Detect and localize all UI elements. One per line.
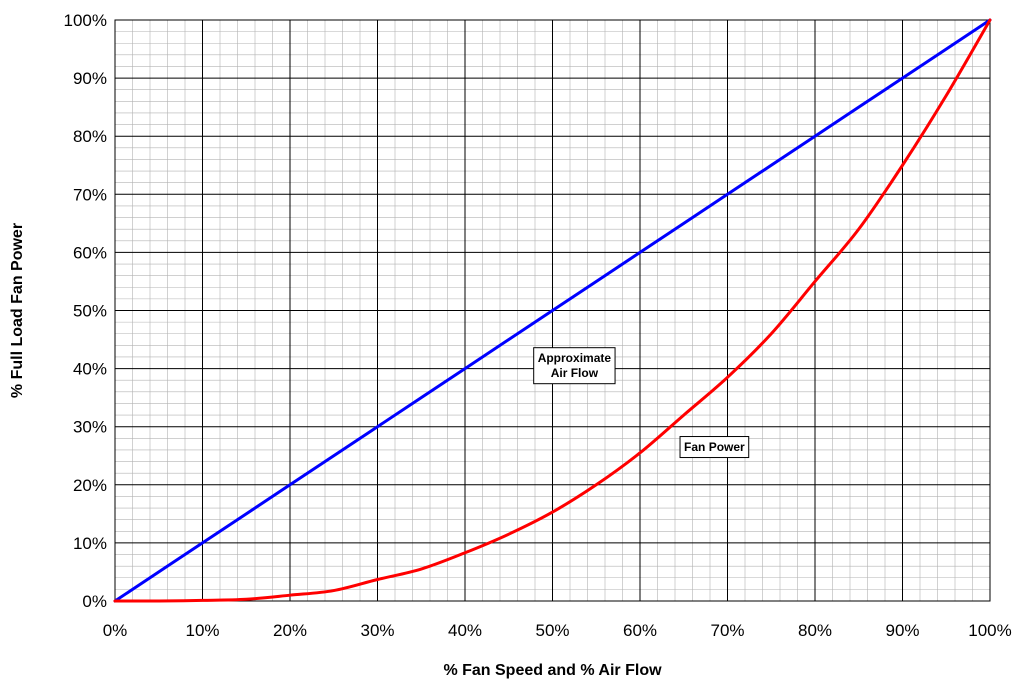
x-tick-label: 90% xyxy=(885,621,919,640)
annotation-label: Fan Power xyxy=(684,440,745,454)
annotation-frame xyxy=(679,436,750,459)
x-axis-tick-labels: 0% 10% 20% 30% 40% 50% 60% 70% 80% 90% 100% xyxy=(103,621,1012,640)
x-tick-label: 100% xyxy=(968,621,1011,640)
y-tick-label: 60% xyxy=(73,243,107,262)
annotation-label: Air Flow xyxy=(551,366,599,380)
annotation-label: Approximate xyxy=(538,351,612,365)
annotation-box: Fan Power xyxy=(679,436,750,459)
x-tick-label: 70% xyxy=(710,621,744,640)
y-tick-label: 80% xyxy=(73,127,107,146)
y-tick-label: 50% xyxy=(73,302,107,321)
series-lines xyxy=(113,18,992,603)
plot-area-border xyxy=(114,19,991,602)
x-tick-label: 10% xyxy=(185,621,219,640)
y-tick-label: 90% xyxy=(73,69,107,88)
x-tick-label: 20% xyxy=(273,621,307,640)
y-axis-title: % Full Load Fan Power xyxy=(9,223,26,398)
x-tick-label: 50% xyxy=(535,621,569,640)
x-tick-label: 0% xyxy=(103,621,128,640)
y-tick-label: 40% xyxy=(73,360,107,379)
x-tick-label: 80% xyxy=(798,621,832,640)
y-tick-label: 100% xyxy=(64,11,107,30)
y-tick-label: 0% xyxy=(82,592,107,611)
y-axis-tick-labels: 0% 10% 20% 30% 40% 50% 60% 70% 80% 90% 100% xyxy=(64,11,107,611)
x-axis-title: % Fan Speed and % Air Flow xyxy=(443,662,662,679)
x-tick-label: 30% xyxy=(360,621,394,640)
y-tick-label: 10% xyxy=(73,534,107,553)
x-tick-label: 60% xyxy=(623,621,657,640)
fan-power-line xyxy=(113,18,992,603)
y-tick-label: 20% xyxy=(73,476,107,495)
x-tick-label: 40% xyxy=(448,621,482,640)
y-tick-label: 70% xyxy=(73,185,107,204)
annotation-frame xyxy=(533,347,616,385)
approximate-air-flow-line xyxy=(113,18,992,603)
y-tick-label: 30% xyxy=(73,418,107,437)
